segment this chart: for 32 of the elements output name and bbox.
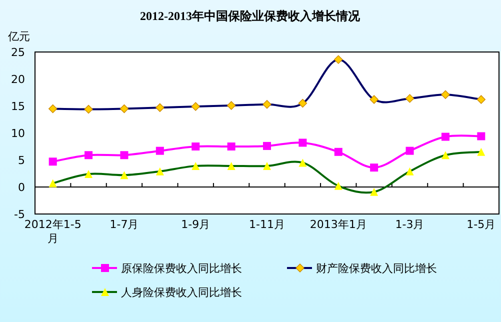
x-tick-label: 1-11月 (249, 218, 285, 231)
point (298, 138, 307, 147)
y-tick-label: -5 (14, 208, 25, 221)
legend-label: 财产险保费收入同比增长 (316, 262, 437, 275)
x-tick-label: 2012年1-5月 (24, 218, 82, 245)
y-tick-label: 0 (18, 181, 25, 194)
y-tick-label: 5 (18, 154, 25, 167)
point (156, 146, 164, 155)
x-tick-label: 1-3月 (395, 218, 424, 231)
point (120, 151, 128, 160)
point (370, 164, 378, 172)
y-axis-title: 亿元 (7, 30, 30, 43)
point (84, 151, 93, 160)
y-tick-label: 25 (11, 46, 25, 59)
point (263, 142, 271, 150)
point (192, 142, 200, 150)
y-tick-label: 15 (11, 100, 25, 113)
x-tick-label: 1-7月 (110, 218, 139, 231)
point (334, 148, 342, 156)
point (48, 158, 57, 166)
y-tick-label: 10 (11, 127, 25, 140)
point (227, 142, 236, 150)
point (406, 146, 414, 155)
x-tick-label: 2013年1月 (310, 218, 367, 231)
point (477, 132, 486, 140)
x-tick-label: 1-9月 (181, 218, 210, 231)
legend-label: 人身险保费收入同比增长 (121, 286, 242, 299)
point (441, 132, 450, 141)
x-tick-label: 1-5月 (466, 218, 496, 231)
y-tick-label: 20 (11, 73, 25, 86)
chart-title: 2012-2013年中国保险业保费收入增长情况 (140, 9, 361, 23)
legend-label: 原保险保费收入同比增长 (121, 262, 242, 275)
